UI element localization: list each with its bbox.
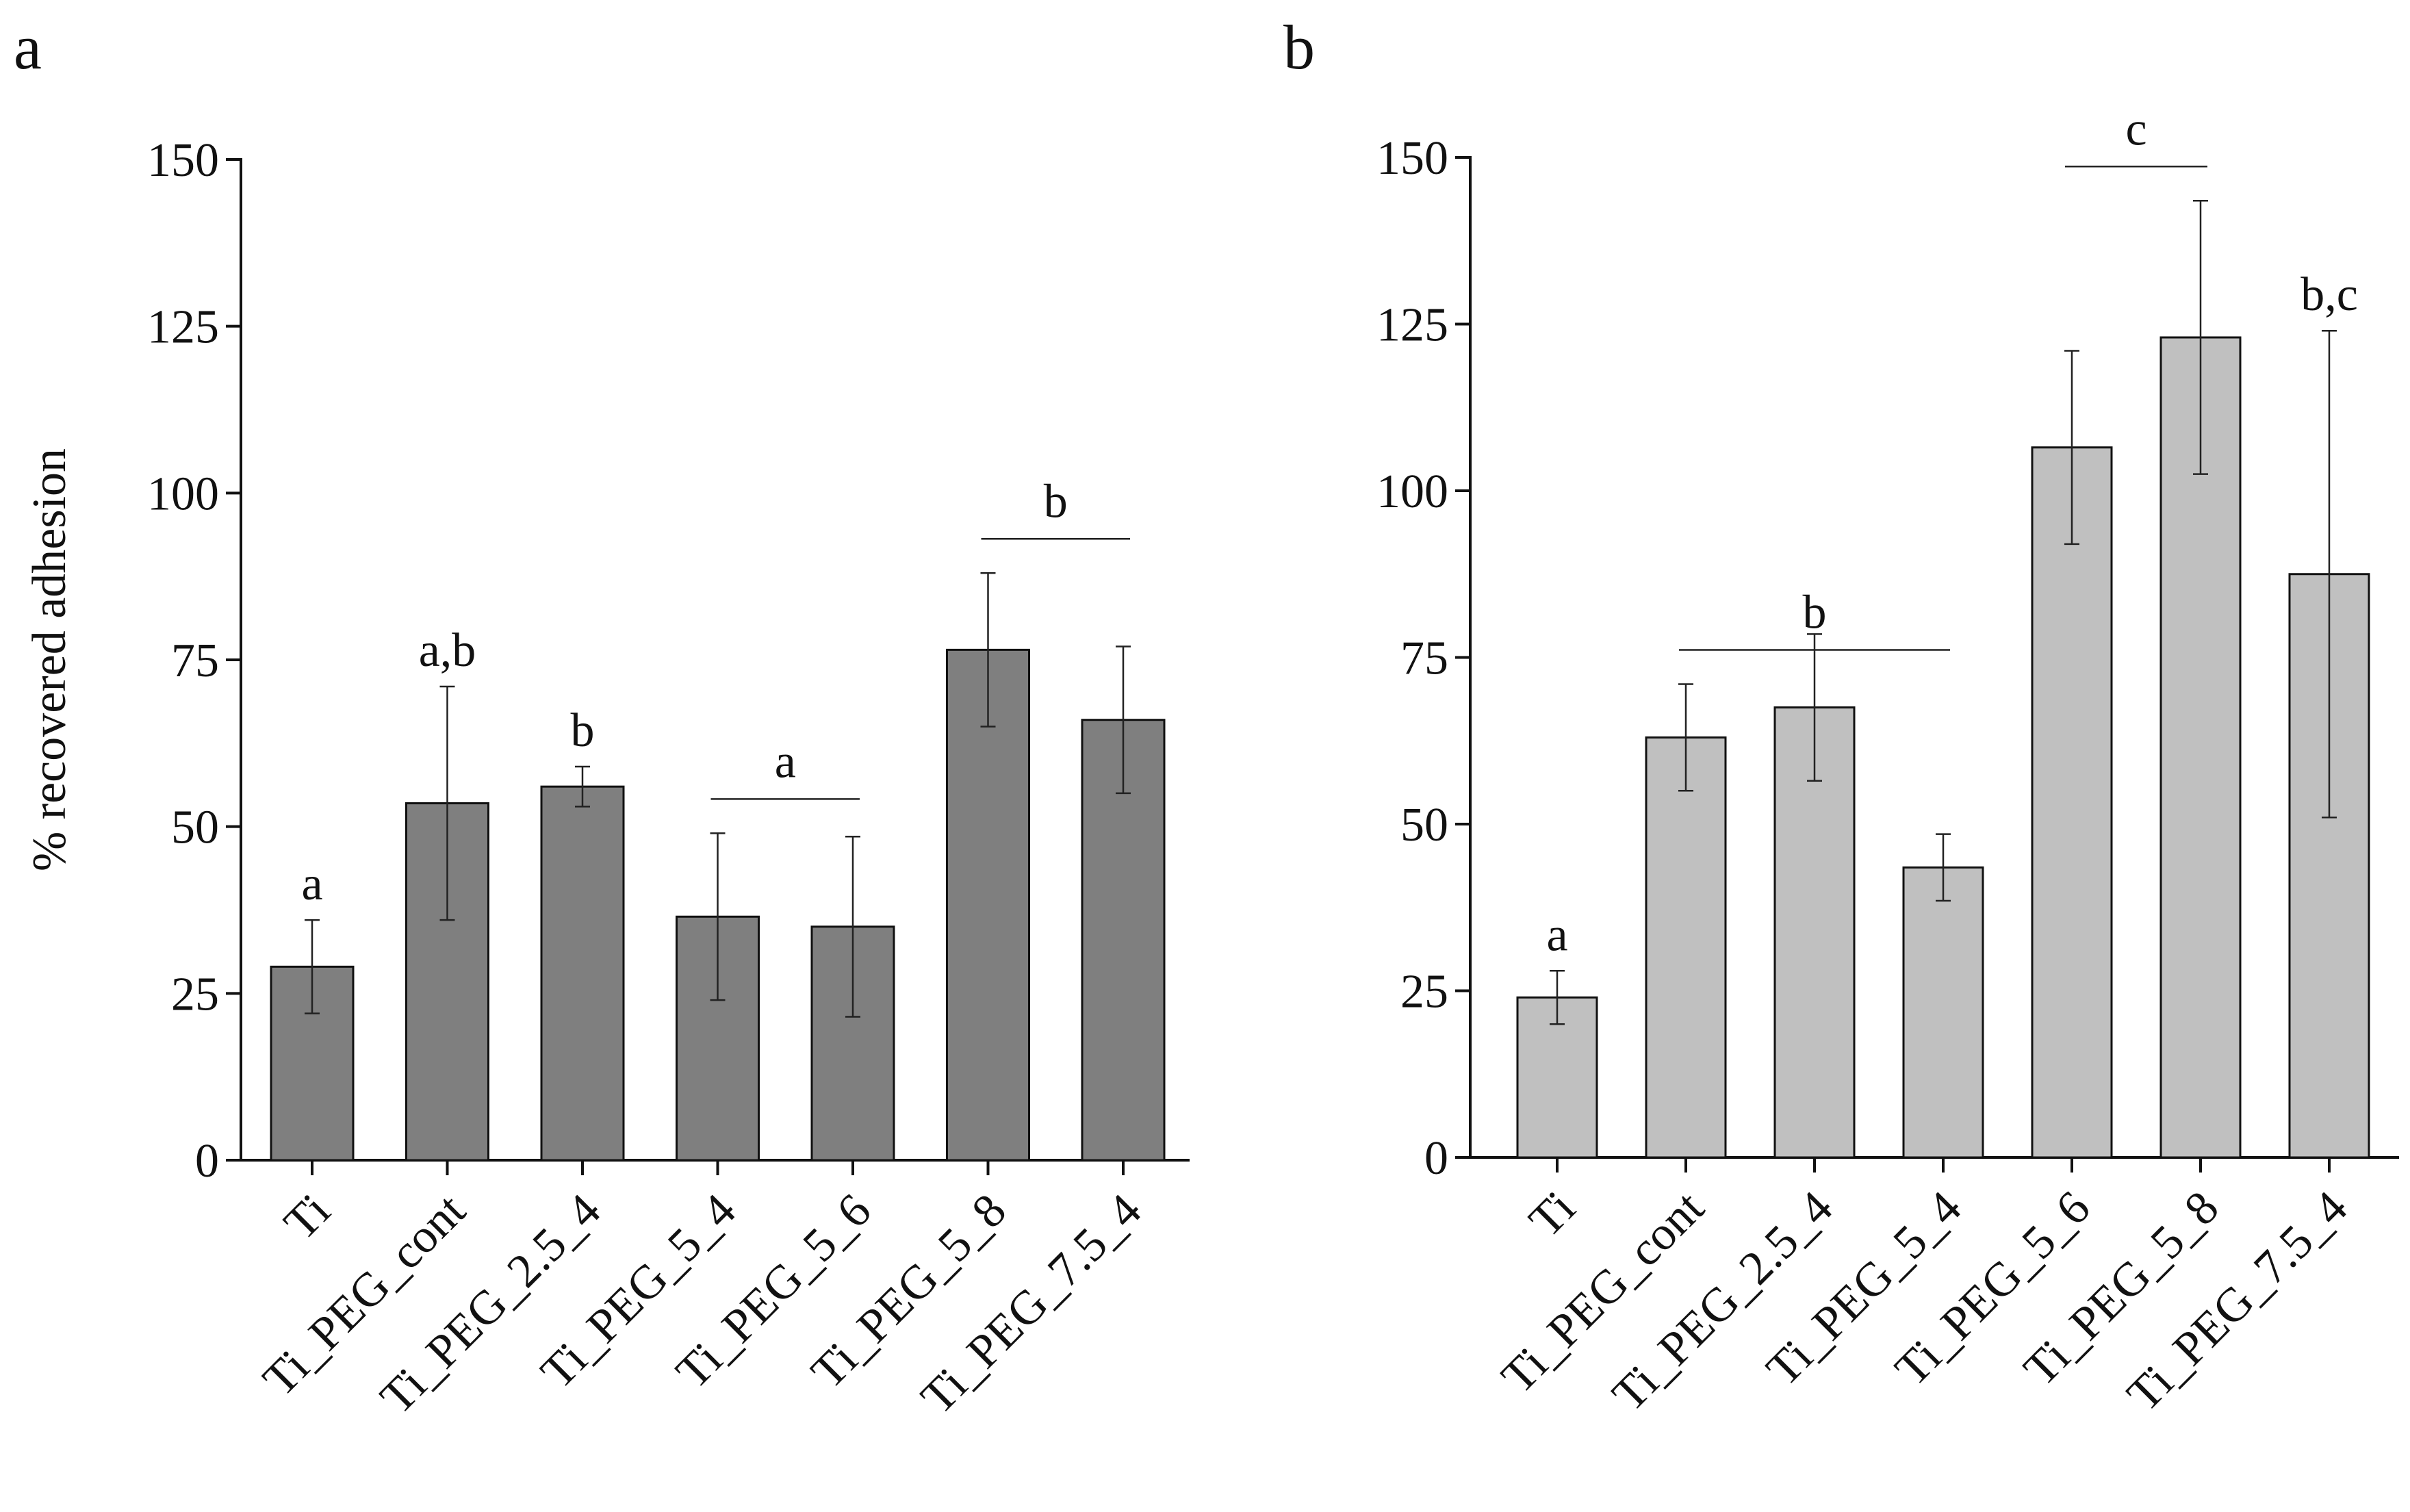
y-tick-label: 0 xyxy=(1424,1132,1448,1185)
significance-label: a xyxy=(775,735,796,788)
error-bar xyxy=(1678,683,1693,792)
significance-label: b xyxy=(571,704,595,757)
significance-label: b xyxy=(1044,475,1068,528)
y-tick-label: 25 xyxy=(1400,966,1448,1018)
error-bar xyxy=(305,919,320,1014)
significance-label: a xyxy=(301,858,322,910)
error-bar xyxy=(980,572,996,728)
error-bar xyxy=(710,832,726,1001)
bar xyxy=(1902,866,1984,1159)
x-category-label: Ti xyxy=(1520,1181,1586,1248)
error-bar xyxy=(845,836,860,1018)
error-bar xyxy=(1550,970,1565,1025)
bar xyxy=(1645,736,1727,1159)
significance-label: c xyxy=(2125,103,2146,155)
error-bar xyxy=(575,765,590,808)
error-bar xyxy=(2193,200,2208,475)
panel-letter: a xyxy=(14,12,42,82)
y-tick-label: 125 xyxy=(1376,299,1448,352)
y-tick-label: 50 xyxy=(171,802,219,854)
y-tick-label: 100 xyxy=(1376,465,1448,518)
y-axis-title: % recovered adhesion xyxy=(23,448,76,871)
y-tick-label: 125 xyxy=(147,301,219,354)
bar xyxy=(1773,706,1856,1159)
bar xyxy=(540,785,625,1162)
y-tick-label: 100 xyxy=(147,467,219,520)
significance-label: a,b xyxy=(419,624,476,677)
error-bar xyxy=(1807,633,1822,782)
y-tick-label: 25 xyxy=(171,968,219,1021)
x-category-label: Ti xyxy=(274,1184,341,1251)
error-bar xyxy=(1116,645,1131,795)
error-bar xyxy=(2064,350,2079,546)
error-bar xyxy=(439,685,455,921)
bar xyxy=(946,648,1030,1162)
y-tick-label: 75 xyxy=(1400,632,1448,685)
y-tick-label: 50 xyxy=(1400,799,1448,851)
significance-label: b,c xyxy=(2300,268,2358,321)
bar xyxy=(2031,446,2113,1159)
y-tick-label: 0 xyxy=(195,1135,219,1188)
significance-label: b xyxy=(1803,586,1827,639)
error-bar xyxy=(2322,329,2337,819)
significance-label: a xyxy=(1546,908,1567,961)
y-tick-label: 150 xyxy=(147,134,219,187)
panel-b: b0255075100125150TiTi_PEG_contTi_PEG_2.5… xyxy=(1283,12,2399,1422)
x-category-label: Ti_PEG_7.5_4 xyxy=(2117,1181,2357,1422)
y-tick-label: 150 xyxy=(1376,132,1448,185)
y-tick-label: 75 xyxy=(171,635,219,687)
error-bar xyxy=(1936,833,1951,902)
x-category-label: Ti_PEG_2.5_4 xyxy=(1602,1181,1843,1422)
panel-letter: b xyxy=(1283,12,1315,82)
